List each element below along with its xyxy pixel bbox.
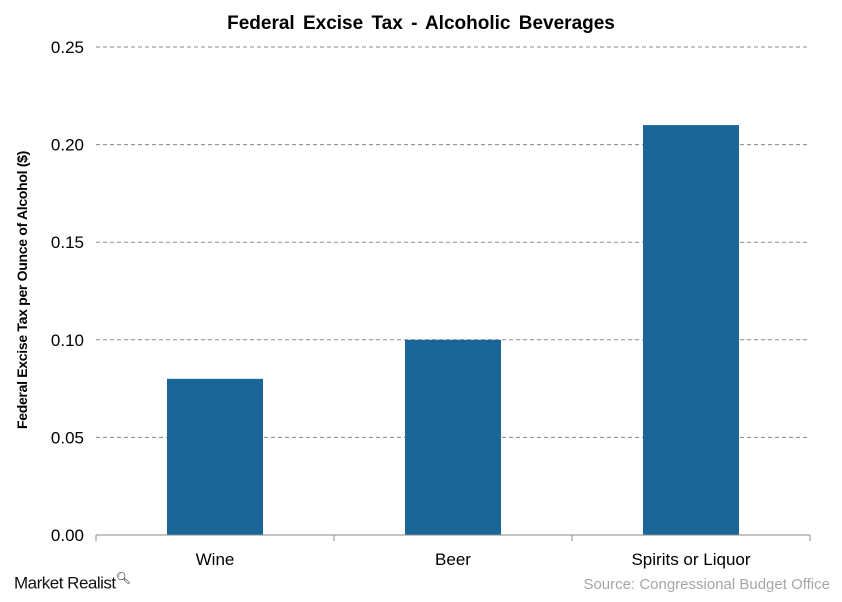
market-realist-logo: Market Realist🔍︎ [14, 571, 131, 594]
magnifier-icon: 🔍︎ [115, 571, 131, 585]
y-tick-label: 0.20 [51, 136, 84, 155]
y-tick-label: 0.25 [51, 38, 84, 57]
y-tick-label: 0.05 [51, 428, 84, 447]
x-tick-label: Wine [196, 550, 235, 569]
y-tick-label: 0.00 [51, 526, 84, 545]
y-tick-label: 0.15 [51, 233, 84, 252]
bar-wine [167, 378, 263, 535]
chart-title: Federal Excise Tax - Alcoholic Beverages [227, 13, 615, 34]
source-note: Source: Congressional Budget Office [583, 576, 830, 593]
y-tick-label: 0.10 [51, 331, 84, 350]
logo-text: Market Realist [14, 573, 116, 593]
bar-beer [405, 339, 501, 535]
x-tick-label: Beer [435, 550, 471, 569]
bar-spirits-or-liquor [643, 125, 739, 535]
x-tick-label: Spirits or Liquor [631, 550, 750, 569]
